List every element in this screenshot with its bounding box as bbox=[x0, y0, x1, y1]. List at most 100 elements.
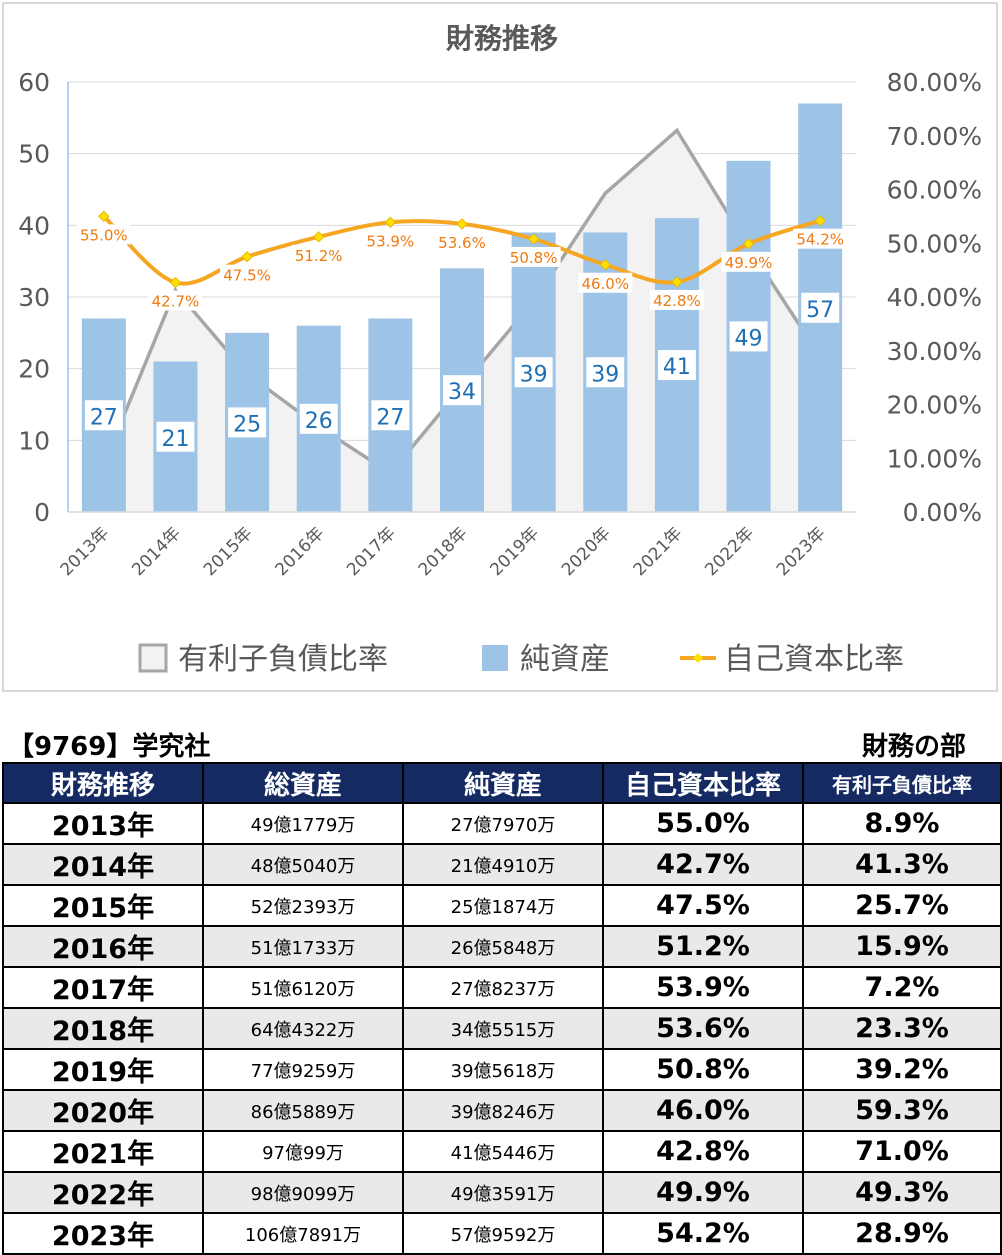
table-header-row: 財務推移 総資産 純資産 自己資本比率 有利子負債比率 bbox=[2, 762, 1002, 804]
bar-label: 27 bbox=[376, 405, 404, 430]
cell-year: 2020年 bbox=[2, 1089, 204, 1132]
cell-equity-ratio: 50.8% bbox=[602, 1048, 804, 1091]
line-label: 47.5% bbox=[223, 267, 271, 285]
bar-label-box bbox=[156, 421, 195, 452]
cell-equity-ratio: 42.7% bbox=[602, 843, 804, 886]
equity-ratio-marker bbox=[313, 231, 325, 243]
line-label-box bbox=[721, 251, 776, 272]
category-label: 2013年 bbox=[57, 523, 114, 580]
category-label: 2016年 bbox=[272, 523, 329, 580]
right-axis-tick-label: 50.00% bbox=[887, 229, 982, 258]
header-debt-ratio: 有利子負債比率 bbox=[802, 762, 1002, 804]
cell-equity-ratio: 55.0% bbox=[602, 802, 804, 845]
legend-net-assets-label: 純資産 bbox=[520, 642, 610, 677]
cell-debt-ratio: 39.2% bbox=[802, 1048, 1002, 1091]
equity-ratio-marker bbox=[814, 214, 826, 227]
equity-ratio-marker bbox=[527, 233, 540, 245]
bar-label-box bbox=[228, 407, 267, 438]
line-label: 42.7% bbox=[152, 292, 200, 310]
cell-year: 2022年 bbox=[2, 1171, 204, 1214]
cell-equity-ratio: 53.6% bbox=[602, 1007, 804, 1050]
cell-total-assets: 51億1733万 bbox=[202, 925, 404, 968]
line-label: 54.2% bbox=[796, 231, 844, 249]
cell-year: 2023年 bbox=[2, 1212, 204, 1255]
bar-label-box bbox=[657, 350, 696, 381]
left-axis-tick-label: 10 bbox=[18, 426, 50, 455]
category-label: 2020年 bbox=[558, 523, 615, 580]
bar-label: 57 bbox=[806, 298, 834, 323]
financial-chart: 財務推移 0 10 20 30 40 50 60 0.00% 10.00% 20.00% 30.00%… bbox=[18, 22, 982, 677]
cell-total-assets: 52億2393万 bbox=[202, 884, 404, 927]
line-label-box bbox=[148, 290, 203, 311]
cell-net-assets: 21億4910万 bbox=[402, 843, 604, 886]
cell-net-assets: 57億9592万 bbox=[402, 1212, 604, 1255]
right-axis-tick-label: 30.00% bbox=[887, 337, 982, 366]
category-label: 2015年 bbox=[200, 523, 257, 580]
bar-label: 49 bbox=[735, 326, 763, 351]
equity-ratio-marker bbox=[456, 218, 468, 230]
line-label-box bbox=[363, 230, 418, 251]
category-label: 2022年 bbox=[701, 523, 758, 580]
left-axis-tick-label: 50 bbox=[18, 140, 50, 169]
cell-year: 2016年 bbox=[2, 925, 204, 968]
cell-debt-ratio: 71.0% bbox=[802, 1130, 1002, 1173]
category-label: 2018年 bbox=[415, 523, 472, 580]
header-net-assets: 純資産 bbox=[402, 762, 604, 804]
legend-debt-ratio-swatch bbox=[138, 643, 168, 673]
line-label: 55.0% bbox=[80, 226, 128, 244]
table-row: 2023年 106億7891万 57億9592万 54.2% 28.9% bbox=[2, 1212, 1002, 1255]
right-axis-tick-label: 0.00% bbox=[903, 498, 982, 527]
equity-ratio-marker bbox=[742, 238, 755, 250]
bar-label-box bbox=[586, 357, 625, 388]
equity-ratio-marker bbox=[98, 210, 110, 223]
line-label: 50.8% bbox=[510, 249, 558, 267]
table-row: 2017年 51億6120万 27億8237万 53.9% 7.2% bbox=[2, 966, 1002, 1009]
cell-net-assets: 27億7970万 bbox=[402, 802, 604, 845]
cell-total-assets: 51億6120万 bbox=[202, 966, 404, 1009]
line-label: 46.0% bbox=[581, 275, 629, 293]
line-label: 53.6% bbox=[438, 234, 486, 252]
left-axis-tick-label: 40 bbox=[18, 211, 50, 240]
table-row: 2019年 77億9259万 39億5618万 50.8% 39.2% bbox=[2, 1048, 1002, 1091]
bar-label-box bbox=[514, 357, 553, 388]
cell-year: 2018年 bbox=[2, 1007, 204, 1050]
table-row: 2014年 48億5040万 21億4910万 42.7% 41.3% bbox=[2, 843, 1002, 886]
cell-year: 2014年 bbox=[2, 843, 204, 886]
right-axis-tick-label: 10.00% bbox=[887, 444, 982, 473]
cell-total-assets: 64億4322万 bbox=[202, 1007, 404, 1050]
right-axis-tick-label: 70.00% bbox=[887, 122, 982, 151]
right-axis-tick-label: 20.00% bbox=[887, 391, 982, 420]
category-label: 2023年 bbox=[773, 523, 830, 580]
cell-debt-ratio: 23.3% bbox=[802, 1007, 1002, 1050]
cell-net-assets: 39億5618万 bbox=[402, 1048, 604, 1091]
right-axis-tick-label: 60.00% bbox=[887, 176, 982, 205]
left-axis-tick-label: 0 bbox=[34, 498, 50, 527]
cell-net-assets: 26億5848万 bbox=[402, 925, 604, 968]
section-title: 財務の部 bbox=[861, 732, 966, 762]
category-label: 2021年 bbox=[630, 523, 687, 580]
cell-debt-ratio: 28.9% bbox=[802, 1212, 1002, 1255]
table-row: 2022年 98億9099万 49億3591万 49.9% 49.3% bbox=[2, 1171, 1002, 1214]
table-row: 2018年 64億4322万 34億5515万 53.6% 23.3% bbox=[2, 1007, 1002, 1050]
bar-label: 26 bbox=[305, 409, 333, 434]
cell-total-assets: 97億99万 bbox=[202, 1130, 404, 1173]
line-label-box bbox=[76, 224, 131, 245]
legend-net-assets-swatch bbox=[482, 645, 508, 671]
cell-net-assets: 34億5515万 bbox=[402, 1007, 604, 1050]
cell-debt-ratio: 49.3% bbox=[802, 1171, 1002, 1214]
bar-label-box bbox=[801, 292, 840, 323]
line-label-box bbox=[649, 289, 704, 310]
table-row: 2021年 97億99万 41億5446万 42.8% 71.0% bbox=[2, 1130, 1002, 1173]
bar-label: 41 bbox=[663, 355, 691, 380]
cell-net-assets: 41億5446万 bbox=[402, 1130, 604, 1173]
bar-label: 39 bbox=[591, 362, 619, 387]
legend-equity-ratio-label: 自己資本比率 bbox=[724, 642, 904, 677]
equity-ratio-marker bbox=[169, 276, 182, 289]
table-body: 2013年 49億1779万 27億7970万 55.0% 8.9% 2014年 48億50… bbox=[2, 802, 1002, 1255]
line-label: 53.9% bbox=[367, 232, 415, 250]
cell-equity-ratio: 53.9% bbox=[602, 966, 804, 1009]
cell-net-assets: 27億8237万 bbox=[402, 966, 604, 1009]
line-label-box bbox=[435, 231, 489, 252]
cell-equity-ratio: 42.8% bbox=[602, 1130, 804, 1173]
equity-ratio-marker bbox=[384, 216, 397, 228]
